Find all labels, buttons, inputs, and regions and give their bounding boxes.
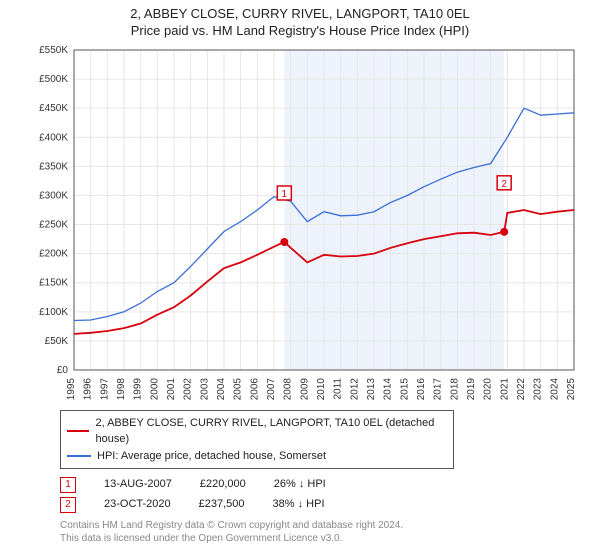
svg-text:2013: 2013 [366,377,377,400]
svg-text:£100K: £100K [39,307,68,318]
svg-text:2015: 2015 [399,377,410,400]
svg-text:2005: 2005 [233,377,244,400]
svg-text:2002: 2002 [183,377,194,400]
svg-text:£550K: £550K [39,45,68,56]
svg-text:£300K: £300K [39,190,68,201]
svg-text:2006: 2006 [249,377,260,400]
price-chart: £0 £50K £100K £150K £200K £250K £300K £350K £400… [20,44,580,404]
legend-label-property: 2, ABBEY CLOSE, CURRY RIVEL, LANGPORT, T… [95,415,447,448]
svg-text:2024: 2024 [549,377,560,400]
svg-text:2022: 2022 [516,377,527,400]
svg-text:1995: 1995 [66,377,77,400]
svg-text:2020: 2020 [483,377,494,400]
svg-text:2010: 2010 [316,377,327,400]
sale-marker-1: 1 [60,477,76,493]
svg-text:2011: 2011 [333,377,344,399]
svg-text:£150K: £150K [39,278,68,289]
svg-text:1996: 1996 [83,377,94,400]
svg-text:2012: 2012 [349,377,360,400]
svg-text:2003: 2003 [199,377,210,400]
title-line-2: Price paid vs. HM Land Registry's House … [0,23,600,40]
legend-swatch-property [67,430,89,432]
svg-text:2007: 2007 [266,377,277,400]
svg-text:2016: 2016 [416,377,427,400]
legend-row-hpi: HPI: Average price, detached house, Some… [67,448,447,465]
sale-diff-1: 26% ↓ HPI [274,475,326,495]
svg-text:2018: 2018 [449,377,460,400]
svg-text:£350K: £350K [39,161,68,172]
svg-text:1: 1 [282,189,288,200]
legend: 2, ABBEY CLOSE, CURRY RIVEL, LANGPORT, T… [60,410,454,470]
legend-label-hpi: HPI: Average price, detached house, Some… [97,448,326,465]
svg-text:2014: 2014 [383,377,394,400]
sale-row-2: 2 23-OCT-2020 £237,500 38% ↓ HPI [60,495,600,515]
svg-text:2000: 2000 [149,377,160,400]
footer: Contains HM Land Registry data © Crown c… [60,519,600,545]
svg-text:2004: 2004 [216,377,227,400]
svg-text:2023: 2023 [533,377,544,400]
sale-price-2: £237,500 [199,495,245,515]
svg-text:£200K: £200K [39,248,68,259]
svg-text:2: 2 [501,179,507,190]
svg-text:£50K: £50K [45,336,69,347]
legend-row-property: 2, ABBEY CLOSE, CURRY RIVEL, LANGPORT, T… [67,415,447,448]
sale-marker-2: 2 [60,497,76,513]
sale-diff-2: 38% ↓ HPI [273,495,325,515]
svg-text:£0: £0 [57,365,69,376]
svg-text:£250K: £250K [39,219,68,230]
sale-row-1: 1 13-AUG-2007 £220,000 26% ↓ HPI [60,475,600,495]
sales-table: 1 13-AUG-2007 £220,000 26% ↓ HPI 2 23-OC… [60,475,600,515]
footer-line-2: This data is licensed under the Open Gov… [60,532,600,545]
svg-text:2021: 2021 [499,377,510,400]
sale-date-2: 23-OCT-2020 [104,495,171,515]
svg-text:2025: 2025 [566,377,577,400]
svg-text:2001: 2001 [166,377,177,400]
svg-text:2008: 2008 [283,377,294,400]
legend-swatch-hpi [67,455,91,457]
sale-price-1: £220,000 [200,475,246,495]
svg-text:£500K: £500K [39,74,68,85]
svg-text:£450K: £450K [39,103,68,114]
sale-date-1: 13-AUG-2007 [104,475,172,495]
svg-text:2019: 2019 [466,377,477,400]
svg-text:1999: 1999 [133,377,144,400]
svg-text:1997: 1997 [99,377,110,400]
footer-line-1: Contains HM Land Registry data © Crown c… [60,519,600,532]
svg-text:2009: 2009 [299,377,310,400]
svg-text:£400K: £400K [39,132,68,143]
svg-text:1998: 1998 [116,377,127,400]
title-line-1: 2, ABBEY CLOSE, CURRY RIVEL, LANGPORT, T… [0,6,600,23]
chart-title-block: 2, ABBEY CLOSE, CURRY RIVEL, LANGPORT, T… [0,0,600,40]
svg-text:2017: 2017 [433,377,444,400]
